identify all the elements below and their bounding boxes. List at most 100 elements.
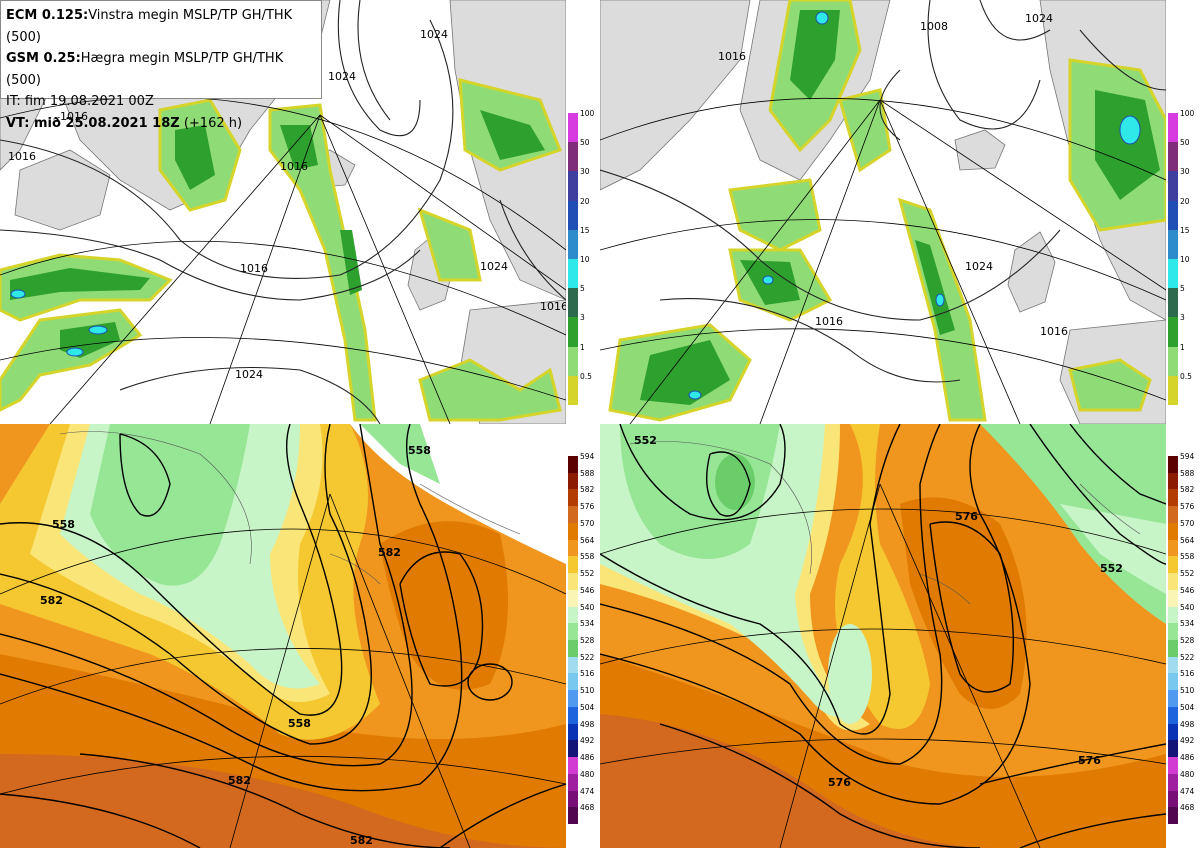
mslp-label: 1024 [328,70,356,83]
gsm-precip-legend: 100 50 30 20 15 10 5 3 1 0.5 [1168,109,1200,406]
ecm-model-line: ECM 0.125:Vinstra megin MSLP/TP GH/THK (… [6,8,293,45]
legend-swatch [1168,690,1178,708]
legend-swatch [568,506,578,524]
legend-swatch [1168,200,1178,231]
canada-land [600,0,751,191]
legend-label: 588 [1180,468,1195,478]
legend-swatch [1168,757,1178,775]
legend-swatch [1168,573,1178,591]
legend-swatch [568,259,578,289]
legend-swatch [568,757,578,775]
legend-swatch [568,346,578,377]
gh-label: 582 [378,546,401,559]
legend-swatch [568,113,578,143]
mslp-label: 1016 [1040,325,1068,338]
mslp-label: 1016 [540,300,566,313]
legend-label: 510 [580,686,595,696]
legend-swatch [568,539,578,557]
legend-label: 15 [580,225,590,235]
legend-swatch [568,807,578,825]
legend-swatch [1168,539,1178,557]
mslp-label: 1008 [920,20,948,33]
legend-swatch [568,142,578,172]
legend-label: 576 [1180,502,1195,512]
legend-label: 504 [580,702,595,712]
legend-label: 492 [580,736,595,746]
gh-label: 552 [1100,562,1123,575]
legend-swatch [568,489,578,507]
valid-time-line: VT: mið 25.08.2021 18Z (+162 h) [6,115,243,131]
legend-swatch [568,522,578,541]
legend-swatch [568,456,578,474]
precip-core [10,110,545,358]
legend-label: 534 [1180,619,1195,629]
legend-swatch [1168,113,1178,143]
mslp-label: 1024 [1025,12,1053,25]
legend-swatch [568,375,578,406]
legend-label: 10 [580,255,590,264]
mslp-label: 1016 [280,160,308,173]
legend-swatch [568,706,578,725]
legend-label: 468 [580,803,595,813]
legend-label: 582 [1180,485,1195,495]
legend-label: 3 [1180,313,1185,323]
gh-label: 582 [40,594,63,607]
ecm-precip-legend: 100 50 30 20 15 10 5 3 1 0.5 [568,110,600,406]
legend-swatch [568,690,578,708]
gh-label: 558 [408,444,431,457]
legend-label: 30 [580,167,590,177]
gh-label: 582 [228,774,251,787]
legend-swatch [1168,171,1178,202]
legend-label: 480 [1180,769,1195,779]
legend-label: 50 [1180,138,1190,148]
legend-swatch [568,623,578,641]
legend-swatch [568,606,578,624]
legend-swatch [568,673,578,691]
gsm-model-line: GSM 0.25:Hægra megin MSLP/TP GH/THK (500… [6,51,284,88]
legend-swatch [568,773,578,792]
legend-swatch [1168,623,1178,641]
legend-label: 534 [580,619,595,629]
baffin-land [14,149,111,231]
legend-swatch [1168,259,1178,289]
legend-swatch [1168,640,1178,658]
mslp-label: 1024 [420,28,448,41]
legend-swatch [568,288,578,318]
legend-swatch [568,573,578,591]
gh-label: 582 [350,834,373,847]
legend-swatch [1168,556,1178,574]
legend-label: 100 [1180,109,1195,118]
legend-label: 516 [1180,669,1195,679]
legend-label: 564 [580,535,595,545]
legend-label: 474 [1180,786,1195,796]
precip-core [640,10,1160,405]
mslp-label: 1024 [965,260,993,273]
legend-swatch [568,656,578,674]
legend-label: 546 [1180,585,1195,595]
gh-label: 552 [634,434,657,447]
legend-label: 588 [580,468,595,478]
legend-swatch [568,740,578,758]
gsm-precip-map: 1008 1024 1016 1024 1016 1016 [600,0,1166,424]
legend-label: 492 [1180,736,1195,746]
legend-swatch [568,317,578,348]
legend-swatch [568,589,578,608]
legend-label: 546 [580,585,595,595]
legend-swatch [1168,522,1178,541]
legend-label: 594 [580,452,595,461]
legend-label: 570 [1180,518,1195,528]
legend-swatch [1168,288,1178,318]
mslp-label: 1016 [8,150,36,163]
legend-swatch [568,640,578,658]
legend-label: 558 [1180,552,1195,562]
init-time-line: IT: fim 19.08.2021 00Z [6,94,154,109]
legend-label: 486 [580,753,595,763]
gh-label: 558 [288,717,311,730]
mslp-label: 1016 [240,262,268,275]
legend-swatch [1168,790,1178,808]
legend-swatch [1168,375,1178,406]
legend-label: 540 [1180,602,1195,612]
legend-swatch [1168,456,1178,474]
legend-swatch [1168,472,1178,490]
legend-label: 522 [580,652,595,662]
